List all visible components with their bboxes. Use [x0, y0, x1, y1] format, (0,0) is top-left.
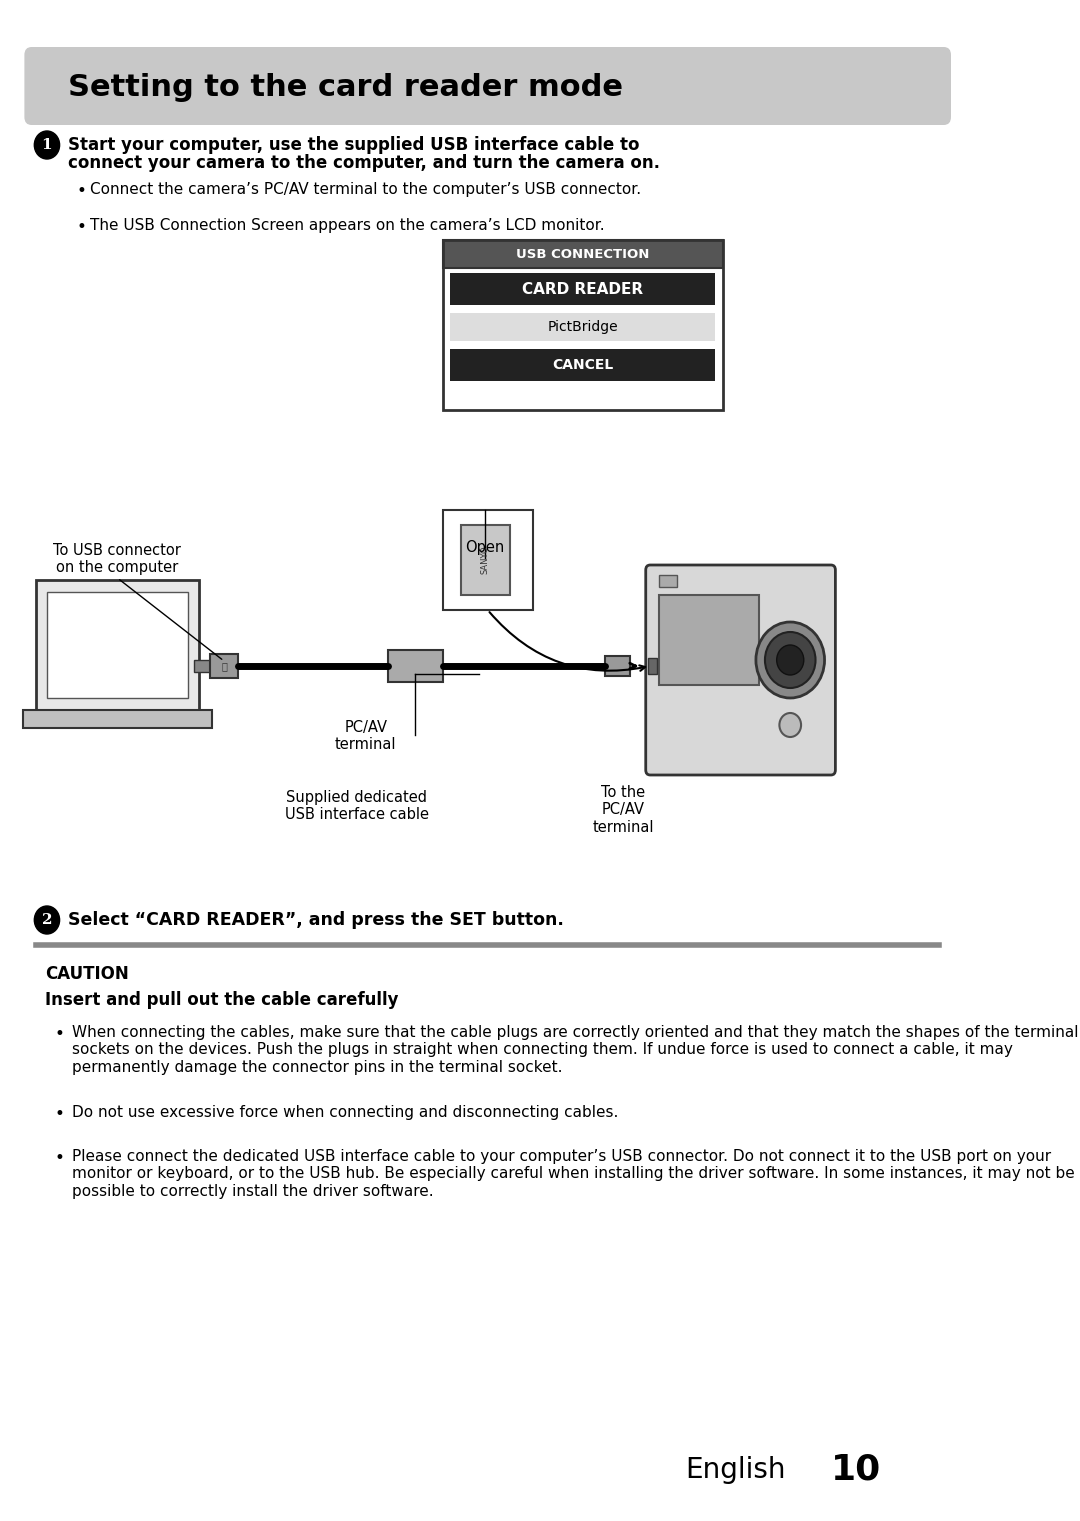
- FancyBboxPatch shape: [25, 47, 951, 125]
- Text: Setting to the card reader mode: Setting to the card reader mode: [68, 73, 623, 102]
- Bar: [449, 348, 715, 380]
- Text: Connect the camera’s PC/AV terminal to the computer’s USB connector.: Connect the camera’s PC/AV terminal to t…: [91, 183, 642, 198]
- Text: •: •: [77, 218, 86, 236]
- Text: USB CONNECTION: USB CONNECTION: [516, 248, 649, 260]
- Text: •: •: [54, 1104, 64, 1122]
- FancyBboxPatch shape: [646, 564, 836, 776]
- Bar: [460, 525, 510, 595]
- Circle shape: [756, 622, 824, 698]
- Text: Do not use excessive force when connecting and disconnecting cables.: Do not use excessive force when connecti…: [72, 1104, 619, 1119]
- Text: CARD READER: CARD READER: [522, 281, 643, 297]
- Text: English: English: [685, 1456, 786, 1484]
- Text: •: •: [54, 1025, 64, 1043]
- Bar: [605, 656, 631, 675]
- Text: ⭐: ⭐: [221, 662, 227, 671]
- Bar: [23, 710, 213, 729]
- Text: To the
PC/AV
terminal: To the PC/AV terminal: [593, 785, 653, 835]
- Bar: [443, 240, 723, 268]
- Bar: [659, 595, 758, 684]
- Bar: [389, 649, 443, 681]
- Text: PictBridge: PictBridge: [548, 319, 618, 335]
- Text: 1: 1: [42, 138, 52, 152]
- Text: 10: 10: [831, 1453, 881, 1488]
- Bar: [194, 660, 211, 672]
- Text: Start your computer, use the supplied USB interface cable to: Start your computer, use the supplied US…: [68, 135, 639, 154]
- Bar: [449, 313, 715, 341]
- Text: Open: Open: [465, 540, 504, 555]
- Text: PC/AV
terminal: PC/AV terminal: [335, 719, 396, 753]
- Text: 2: 2: [42, 913, 52, 926]
- Circle shape: [35, 907, 59, 934]
- Circle shape: [35, 131, 59, 160]
- Text: To USB connector
on the computer: To USB connector on the computer: [54, 543, 181, 575]
- Bar: [648, 659, 658, 674]
- Bar: [659, 575, 677, 587]
- Circle shape: [780, 713, 801, 738]
- Text: CANCEL: CANCEL: [552, 357, 613, 373]
- Bar: [46, 592, 188, 698]
- Text: When connecting the cables, make sure that the cable plugs are correctly oriente: When connecting the cables, make sure th…: [72, 1025, 1079, 1075]
- Bar: [211, 654, 238, 678]
- Text: •: •: [54, 1148, 64, 1167]
- Text: The USB Connection Screen appears on the camera’s LCD monitor.: The USB Connection Screen appears on the…: [91, 218, 605, 233]
- Circle shape: [765, 633, 815, 687]
- Text: Please connect the dedicated USB interface cable to your computer’s USB connecto: Please connect the dedicated USB interfa…: [72, 1148, 1075, 1199]
- Text: Supplied dedicated
USB interface cable: Supplied dedicated USB interface cable: [285, 789, 429, 823]
- Bar: [449, 272, 715, 306]
- Text: Insert and pull out the cable carefully: Insert and pull out the cable carefully: [45, 992, 399, 1008]
- Text: connect your camera to the computer, and turn the camera on.: connect your camera to the computer, and…: [68, 154, 660, 172]
- Text: SANYO: SANYO: [481, 546, 489, 575]
- Text: CAUTION: CAUTION: [45, 964, 129, 983]
- Text: Select “CARD READER”, and press the SET button.: Select “CARD READER”, and press the SET …: [68, 911, 564, 929]
- Bar: [36, 580, 199, 710]
- Bar: [443, 510, 532, 610]
- Text: •: •: [77, 183, 86, 199]
- Bar: [443, 240, 723, 411]
- Circle shape: [777, 645, 804, 675]
